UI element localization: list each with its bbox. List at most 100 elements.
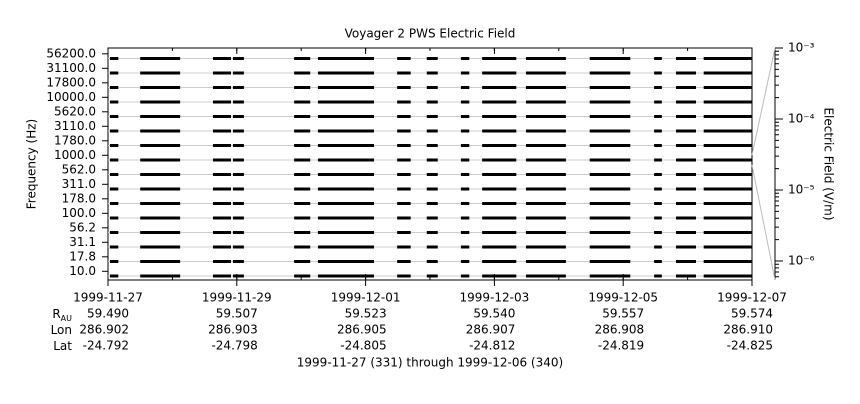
trace <box>212 216 232 220</box>
x-tick-label: 1999-12-03 <box>460 291 530 305</box>
trace <box>140 231 181 234</box>
y2-tick-label: 10⁻⁴ <box>788 111 815 125</box>
trace <box>525 173 566 176</box>
channel-label: 311.0 <box>62 177 96 191</box>
trace <box>140 216 181 220</box>
ephemeris-label-sub: AU <box>61 314 72 323</box>
trace <box>589 173 631 176</box>
trace <box>525 115 566 118</box>
trace <box>482 231 517 234</box>
trace <box>460 202 470 205</box>
trace <box>317 231 374 234</box>
trace <box>109 144 119 147</box>
trace <box>397 216 411 220</box>
trace <box>140 158 181 162</box>
trace <box>232 173 244 176</box>
trace <box>589 274 631 278</box>
trace <box>703 115 752 118</box>
trace <box>294 144 311 147</box>
trace <box>654 115 662 118</box>
trace <box>703 129 752 133</box>
trace <box>703 216 752 220</box>
chart-title: Voyager 2 PWS Electric Field <box>345 27 516 41</box>
trace <box>426 100 438 104</box>
trace <box>397 71 411 75</box>
trace <box>212 144 232 147</box>
channel-label: 1000.0 <box>54 148 96 162</box>
trace <box>676 216 696 220</box>
y2-tick-label: 10⁻⁶ <box>788 253 815 267</box>
trace <box>654 260 662 263</box>
trace <box>109 158 119 162</box>
trace <box>232 57 244 60</box>
trace <box>525 144 566 147</box>
trace <box>397 158 411 162</box>
trace <box>654 144 662 147</box>
trace <box>294 100 311 104</box>
trace <box>109 187 119 191</box>
ephemeris-value: 59.574 <box>731 307 773 321</box>
trace <box>654 100 662 104</box>
trace <box>654 129 662 133</box>
trace <box>109 115 119 118</box>
channel-label: 10.0 <box>69 264 96 278</box>
trace <box>525 216 566 220</box>
trace <box>109 129 119 133</box>
trace <box>294 158 311 162</box>
ephemeris-value: 286.902 <box>79 323 129 337</box>
ephemeris-value: -24.812 <box>469 339 515 353</box>
trace <box>482 144 517 147</box>
ephemeris-value: 59.507 <box>216 307 258 321</box>
trace <box>232 129 244 133</box>
trace <box>232 158 244 162</box>
trace <box>460 129 470 133</box>
trace <box>589 187 631 191</box>
trace <box>426 202 438 205</box>
ephemeris-label: RAU <box>52 307 72 323</box>
trace <box>212 260 232 263</box>
trace <box>317 100 374 104</box>
x-tick-label: 1999-12-05 <box>588 291 658 305</box>
trace <box>482 173 517 176</box>
trace <box>703 260 752 263</box>
trace <box>703 71 752 75</box>
trace <box>317 57 374 60</box>
trace <box>676 100 696 104</box>
trace <box>654 187 662 191</box>
trace <box>426 216 438 220</box>
trace <box>140 100 181 104</box>
ephemeris-value: 59.490 <box>87 307 129 321</box>
ephemeris-label: Lat <box>53 339 72 353</box>
trace <box>140 144 181 147</box>
trace <box>676 129 696 133</box>
channel-label: 178.0 <box>62 191 96 205</box>
trace <box>589 158 631 162</box>
y2-axis-label: Electric Field (V/m) <box>822 107 836 220</box>
trace <box>482 260 517 263</box>
trace <box>140 129 181 133</box>
ephemeris-value: -24.798 <box>211 339 257 353</box>
trace <box>654 216 662 220</box>
trace <box>482 187 517 191</box>
trace <box>482 100 517 104</box>
trace <box>482 86 517 89</box>
ephemeris-value: 286.908 <box>595 323 645 337</box>
trace <box>460 100 470 104</box>
trace <box>232 144 244 147</box>
trace <box>525 187 566 191</box>
trace <box>703 144 752 147</box>
trace <box>426 129 438 133</box>
trace <box>109 100 119 104</box>
trace <box>460 173 470 176</box>
trace <box>294 202 311 205</box>
trace <box>140 173 181 176</box>
trace <box>294 260 311 263</box>
trace <box>703 86 752 89</box>
trace <box>525 245 566 249</box>
trace <box>140 71 181 75</box>
x-tick-label: 1999-12-07 <box>717 291 787 305</box>
trace <box>460 115 470 118</box>
trace <box>317 274 374 278</box>
trace <box>525 274 566 278</box>
trace <box>232 100 244 104</box>
